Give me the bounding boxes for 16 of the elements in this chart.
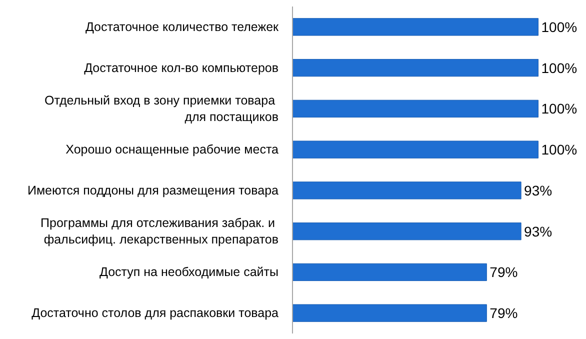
y-tick-label: Достаточно столов для распаковки товара: [32, 306, 279, 320]
y-tick-label: Достаточное количество тележек: [85, 20, 280, 34]
y-tick-label: Доступ на необходимые сайты: [99, 265, 279, 280]
data-label: 79%: [490, 305, 518, 322]
y-tick-label: Программы для отслеживания забрак. и фальсифиц. лекарственных препаратов: [40, 216, 279, 247]
data-label: 93%: [524, 182, 552, 198]
data-label: 100%: [541, 18, 578, 35]
y-tick-label: Хорошо оснащенные рабочие места: [66, 142, 279, 157]
y-tick-label: Отдельный вход в зону приемки товара для постащиков: [44, 93, 279, 124]
data-label: 100%: [541, 100, 578, 117]
data-label: 79%: [490, 264, 518, 280]
data-label: 100%: [541, 60, 578, 76]
data-label: 93%: [524, 223, 552, 240]
y-tick-label: Имеются поддоны для размещения товара: [27, 183, 279, 198]
y-tick-label: Достаточное кол-во компьютеров: [84, 60, 279, 75]
data-label: 100%: [541, 142, 578, 158]
